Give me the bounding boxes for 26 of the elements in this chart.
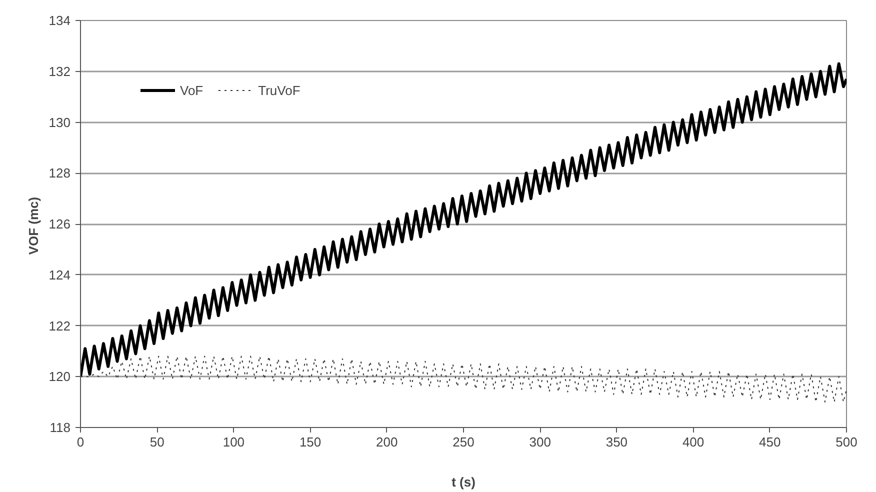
x-tick-label: 450	[759, 434, 781, 450]
x-tick-label: 150	[299, 434, 322, 450]
x-tick-label: 350	[606, 434, 628, 450]
y-tick-label: 122	[48, 318, 71, 334]
x-tick-label: 250	[452, 434, 474, 450]
x-tick-label: 400	[682, 434, 704, 450]
legend-label: TruVoF	[258, 82, 300, 98]
x-tick-label: 200	[376, 434, 398, 450]
y-tick-label: 120	[48, 369, 71, 384]
x-tick-label: 100	[222, 434, 245, 450]
x-axis-title: t (s)	[452, 474, 476, 490]
y-tick-label: 128	[48, 166, 71, 181]
x-tick-label: 500	[836, 434, 858, 450]
x-tick-label: 50	[150, 434, 164, 450]
legend-label: VoF	[180, 82, 204, 98]
y-tick-label: 132	[48, 64, 71, 79]
x-tick-label: 300	[529, 434, 551, 450]
y-tick-label: 126	[48, 216, 71, 232]
y-tick-label: 134	[48, 13, 71, 28]
line-series	[80, 62, 846, 378]
y-tick-label: 124	[48, 267, 71, 282]
y-tick-label: 130	[48, 114, 71, 130]
line-series	[80, 356, 846, 403]
y-tick-label: 118	[50, 420, 71, 435]
x-tick-label: 0	[76, 434, 84, 450]
y-axis-title: VOF (mc)	[26, 196, 41, 255]
